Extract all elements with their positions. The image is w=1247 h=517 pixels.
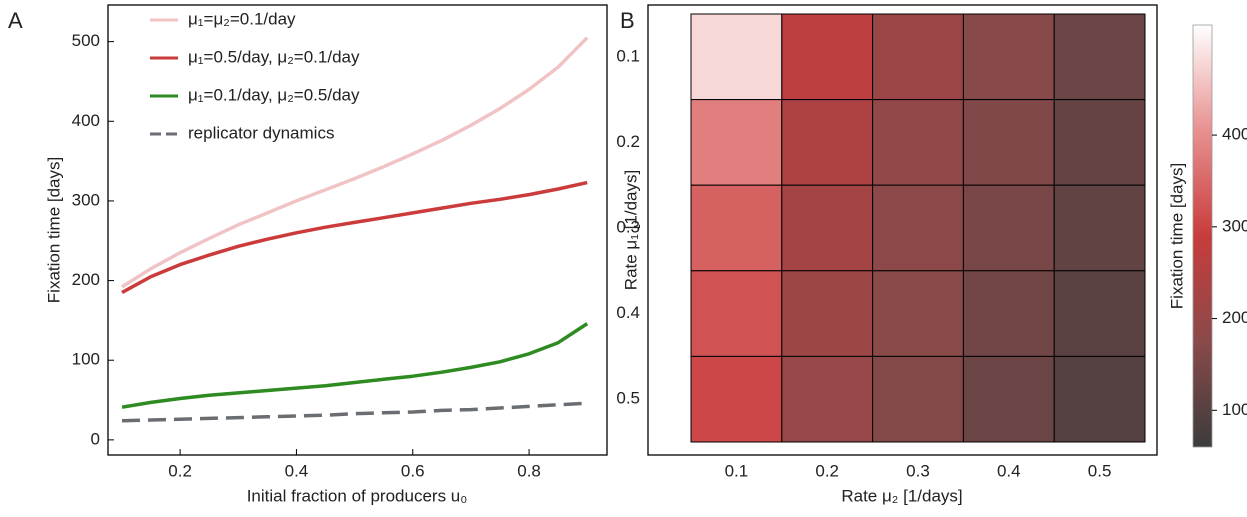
panel-label: B (620, 8, 635, 33)
plot-frame (107, 4, 608, 456)
heatmap-cell (872, 270, 964, 357)
colorbar (1192, 24, 1213, 448)
y-axis-label: Fixation time [days] (44, 157, 63, 303)
x-tick-label: 0.1 (725, 461, 749, 480)
heatmap-cell (872, 184, 964, 272)
y-tick-label: 200 (72, 270, 100, 289)
y-tick-label: 0.1 (616, 46, 640, 65)
heatmap-cell (781, 13, 874, 101)
heatmap-cell (690, 355, 783, 443)
heatmap-cell (1053, 355, 1146, 443)
legend-label: μ₁=0.5/day, μ₂=0.1/day (188, 47, 360, 66)
heatmap-cell (781, 270, 874, 357)
colorbar-tick-label: 400 (1222, 125, 1247, 144)
y-tick-label: 300 (72, 190, 100, 209)
x-axis-label: Rate μ₂ [1/days] (841, 486, 962, 505)
colorbar-label: Fixation time [days] (1167, 163, 1186, 309)
x-tick-label: 0.3 (906, 461, 930, 480)
x-tick-label: 0.6 (401, 461, 425, 480)
y-tick-label: 0.5 (616, 389, 640, 408)
colorbar-tick-label: 100 (1222, 400, 1247, 419)
x-tick-label: 0.5 (1088, 461, 1112, 480)
series-line (121, 401, 588, 423)
heatmap-cell (962, 355, 1055, 443)
y-tick-label: 0.4 (616, 303, 640, 322)
heatmap-cell (962, 99, 1055, 186)
heatmap-cell (1053, 270, 1146, 357)
x-tick-label: 0.4 (997, 461, 1021, 480)
heatmap-cell (872, 355, 964, 443)
y-tick-label: 400 (72, 111, 100, 130)
x-tick-label: 0.2 (815, 461, 839, 480)
x-tick-label: 0.8 (517, 461, 541, 480)
x-tick-label: 0.4 (285, 461, 309, 480)
series-line (121, 322, 589, 409)
heatmap-cell (962, 13, 1055, 101)
series-line (121, 36, 589, 289)
colorbar-tick-label: 200 (1222, 308, 1247, 327)
heatmap-cell (781, 184, 874, 272)
heatmap-cell (1053, 99, 1146, 186)
heatmap-cell (962, 184, 1055, 272)
heatmap-cell (1053, 13, 1146, 101)
y-tick-label: 0.2 (616, 132, 640, 151)
heatmap-cell (962, 270, 1055, 357)
y-axis-label: Rate μ₁ [1/days] (621, 170, 640, 290)
legend-label: replicator dynamics (188, 123, 334, 142)
heatmap-cell (1053, 184, 1146, 272)
heatmap-cell (690, 13, 783, 101)
heatmap-cell (781, 355, 874, 443)
legend-label: μ₁=0.1/day, μ₂=0.5/day (188, 85, 360, 104)
colorbar-tick-label: 300 (1222, 216, 1247, 235)
y-tick-label: 0 (91, 429, 100, 448)
heatmap-cell (781, 99, 874, 186)
y-tick-label: 0.3 (616, 217, 640, 236)
y-tick-label: 100 (72, 350, 100, 369)
heatmap-cell (872, 99, 964, 186)
legend-label: μ₁=μ₂=0.1/day (188, 9, 296, 28)
heatmap-cell (690, 270, 783, 357)
x-axis-label: Initial fraction of producers u₀ (247, 486, 468, 505)
y-tick-label: 500 (72, 31, 100, 50)
x-tick-label: 0.2 (168, 461, 192, 480)
heatmap-cell (690, 184, 783, 272)
series-line (121, 180, 588, 295)
plot-frame (647, 4, 1158, 456)
heatmap-cell (690, 99, 783, 186)
panel-label: A (8, 8, 23, 33)
heatmap-cell (872, 13, 964, 101)
